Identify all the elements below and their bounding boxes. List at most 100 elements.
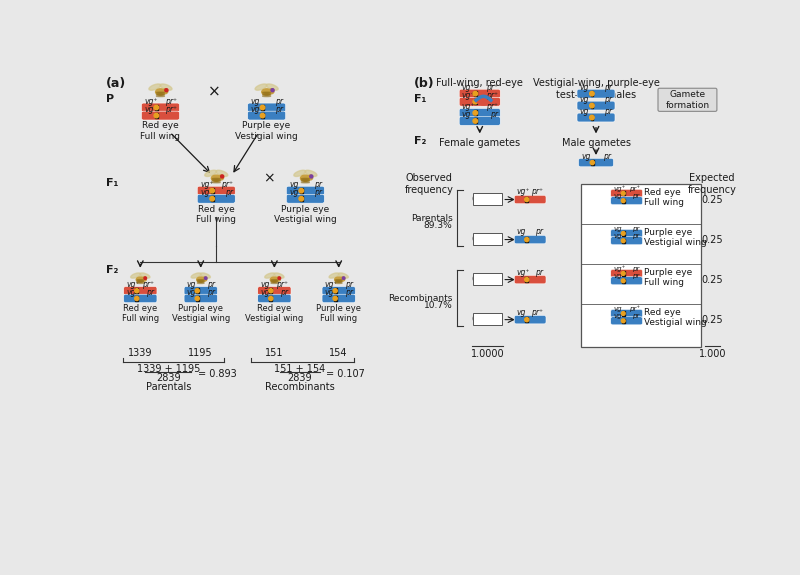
Circle shape: [165, 89, 168, 92]
Text: pr: pr: [225, 188, 233, 197]
Ellipse shape: [262, 89, 271, 95]
Ellipse shape: [142, 277, 146, 281]
Text: vg: vg: [614, 233, 622, 239]
Text: pr: pr: [345, 288, 353, 297]
Text: 2839: 2839: [288, 373, 312, 383]
Bar: [622, 231, 625, 236]
FancyBboxPatch shape: [578, 158, 614, 167]
Bar: [590, 103, 594, 108]
Bar: [334, 289, 337, 293]
Circle shape: [210, 197, 214, 201]
Text: vg: vg: [614, 313, 622, 319]
Text: pr: pr: [604, 83, 612, 92]
FancyBboxPatch shape: [286, 186, 324, 195]
Bar: [270, 289, 272, 293]
Text: vg: vg: [580, 83, 589, 92]
Ellipse shape: [201, 273, 210, 278]
Ellipse shape: [212, 180, 221, 181]
Text: vg: vg: [126, 288, 136, 297]
Text: pr: pr: [490, 110, 498, 120]
Bar: [196, 296, 198, 301]
Circle shape: [590, 115, 594, 120]
Text: vg⁺: vg⁺: [614, 265, 626, 272]
FancyBboxPatch shape: [610, 277, 642, 285]
Text: pr⁺: pr⁺: [486, 83, 498, 92]
Text: pr⁺: pr⁺: [142, 280, 154, 289]
Text: Male gametes: Male gametes: [562, 138, 630, 148]
Bar: [526, 237, 528, 242]
Text: F₂: F₂: [414, 136, 426, 147]
FancyBboxPatch shape: [610, 229, 642, 237]
Ellipse shape: [155, 89, 166, 95]
Text: Full-wing, red-eye
females: Full-wing, red-eye females: [436, 78, 523, 100]
Ellipse shape: [302, 182, 310, 183]
Text: vg: vg: [187, 280, 196, 289]
Text: vg⁺: vg⁺: [200, 180, 214, 189]
Circle shape: [210, 189, 214, 193]
Bar: [622, 191, 625, 196]
FancyBboxPatch shape: [514, 316, 546, 324]
Text: F₁: F₁: [106, 178, 118, 189]
Bar: [526, 197, 528, 202]
Bar: [300, 188, 302, 193]
Text: 2839: 2839: [156, 373, 181, 383]
Ellipse shape: [198, 280, 204, 281]
Circle shape: [271, 89, 274, 92]
Text: = 0.893: = 0.893: [198, 369, 237, 378]
Text: 1339 + 1195: 1339 + 1195: [137, 364, 200, 374]
Text: 89.3%: 89.3%: [424, 221, 453, 230]
Text: pr: pr: [206, 280, 214, 289]
FancyBboxPatch shape: [577, 101, 615, 110]
Text: pr: pr: [604, 107, 612, 116]
Text: = 0.107: = 0.107: [326, 369, 364, 378]
Text: Observed
frequency: Observed frequency: [405, 173, 454, 195]
Text: 1.000: 1.000: [698, 349, 726, 359]
Ellipse shape: [269, 89, 274, 94]
FancyBboxPatch shape: [459, 117, 500, 125]
Circle shape: [333, 296, 338, 301]
Text: 154: 154: [330, 348, 348, 358]
Ellipse shape: [335, 281, 342, 282]
FancyBboxPatch shape: [459, 109, 500, 117]
Text: Red eye
Full wing: Red eye Full wing: [196, 205, 236, 224]
Circle shape: [590, 104, 594, 108]
Bar: [211, 196, 214, 201]
Text: Recombinants: Recombinants: [388, 294, 453, 303]
Bar: [581, 184, 701, 347]
Ellipse shape: [156, 95, 165, 97]
Text: vg⁺: vg⁺: [517, 187, 530, 197]
Text: 0.4465: 0.4465: [472, 235, 503, 244]
Bar: [474, 110, 477, 116]
FancyBboxPatch shape: [514, 196, 546, 204]
FancyBboxPatch shape: [610, 309, 642, 317]
Ellipse shape: [277, 277, 281, 281]
Text: F₂: F₂: [106, 264, 118, 275]
FancyBboxPatch shape: [184, 286, 218, 295]
Text: vg⁺: vg⁺: [517, 267, 530, 277]
FancyBboxPatch shape: [124, 294, 157, 302]
Text: vg: vg: [580, 107, 589, 116]
FancyBboxPatch shape: [258, 294, 291, 302]
Text: vg: vg: [517, 228, 526, 236]
Ellipse shape: [266, 84, 278, 90]
FancyBboxPatch shape: [286, 194, 324, 203]
Text: pr⁺: pr⁺: [486, 91, 498, 100]
Circle shape: [622, 312, 625, 315]
Circle shape: [134, 296, 139, 301]
Ellipse shape: [202, 277, 207, 281]
Ellipse shape: [136, 277, 144, 282]
Text: 0.25: 0.25: [702, 235, 723, 244]
Ellipse shape: [218, 175, 223, 180]
Ellipse shape: [329, 273, 339, 278]
Text: vg: vg: [200, 188, 210, 197]
Bar: [590, 115, 594, 120]
FancyBboxPatch shape: [514, 275, 546, 284]
Ellipse shape: [212, 178, 221, 179]
Text: 0.4465: 0.4465: [472, 195, 503, 204]
Text: 0.25: 0.25: [702, 194, 723, 205]
FancyBboxPatch shape: [198, 194, 235, 203]
Text: pr⁺: pr⁺: [165, 97, 177, 106]
Ellipse shape: [160, 84, 172, 90]
Text: F₁: F₁: [414, 94, 426, 104]
Circle shape: [278, 277, 281, 279]
